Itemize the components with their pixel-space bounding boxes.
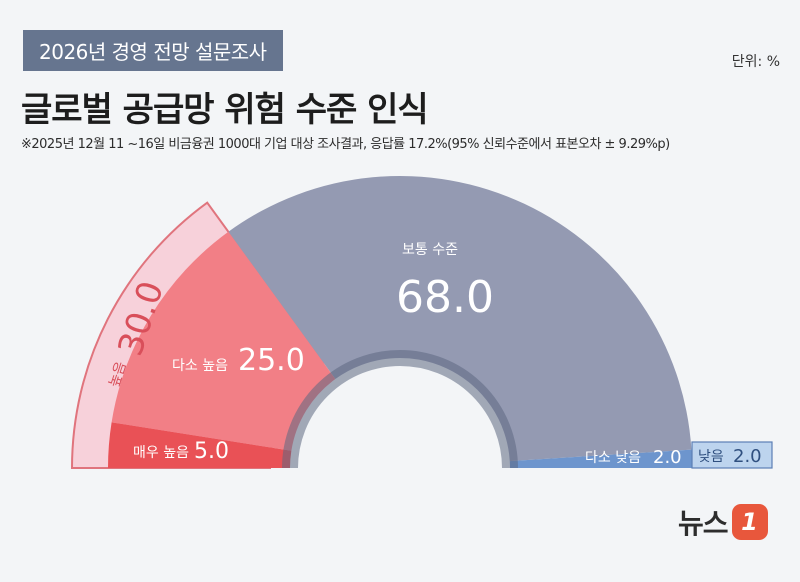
unit-label: 단위: % — [731, 54, 780, 70]
slice-somewhat-low — [509, 449, 692, 468]
slice-normal — [228, 176, 692, 462]
inner-ring — [282, 350, 518, 469]
slice-low — [691, 441, 773, 469]
label-low: 낮음 — [698, 449, 724, 465]
label-normal: 보통 수준 — [402, 242, 458, 258]
label-very-high: 매우 높음 — [133, 445, 189, 461]
news1-logo: 뉴스 1 — [678, 502, 768, 542]
chart-title: 글로벌 공급망 위험 수준 인식 — [21, 90, 429, 130]
value-low: 2.0 — [733, 446, 762, 467]
survey-tag: 2026년 경영 전망 설문조사 — [23, 30, 283, 71]
slice-very-high — [108, 422, 292, 468]
label-somewhat-low: 다소 낮음 — [585, 450, 641, 466]
slice-somewhat-high — [111, 231, 336, 451]
label-high: 높음 — [107, 360, 130, 390]
value-somewhat-low: 2.0 — [653, 447, 682, 468]
survey-note: ※2025년 12월 11 ~16일 비금융권 1000대 기업 대상 조사결과… — [21, 137, 670, 152]
logo-text: 뉴스 — [678, 507, 729, 540]
value-very-high: 5.0 — [194, 439, 229, 464]
label-somewhat-high: 다소 높음 — [172, 358, 228, 374]
value-somewhat-high: 25.0 — [238, 343, 305, 378]
value-normal: 68.0 — [396, 272, 494, 323]
logo-badge: 1 — [731, 504, 768, 540]
